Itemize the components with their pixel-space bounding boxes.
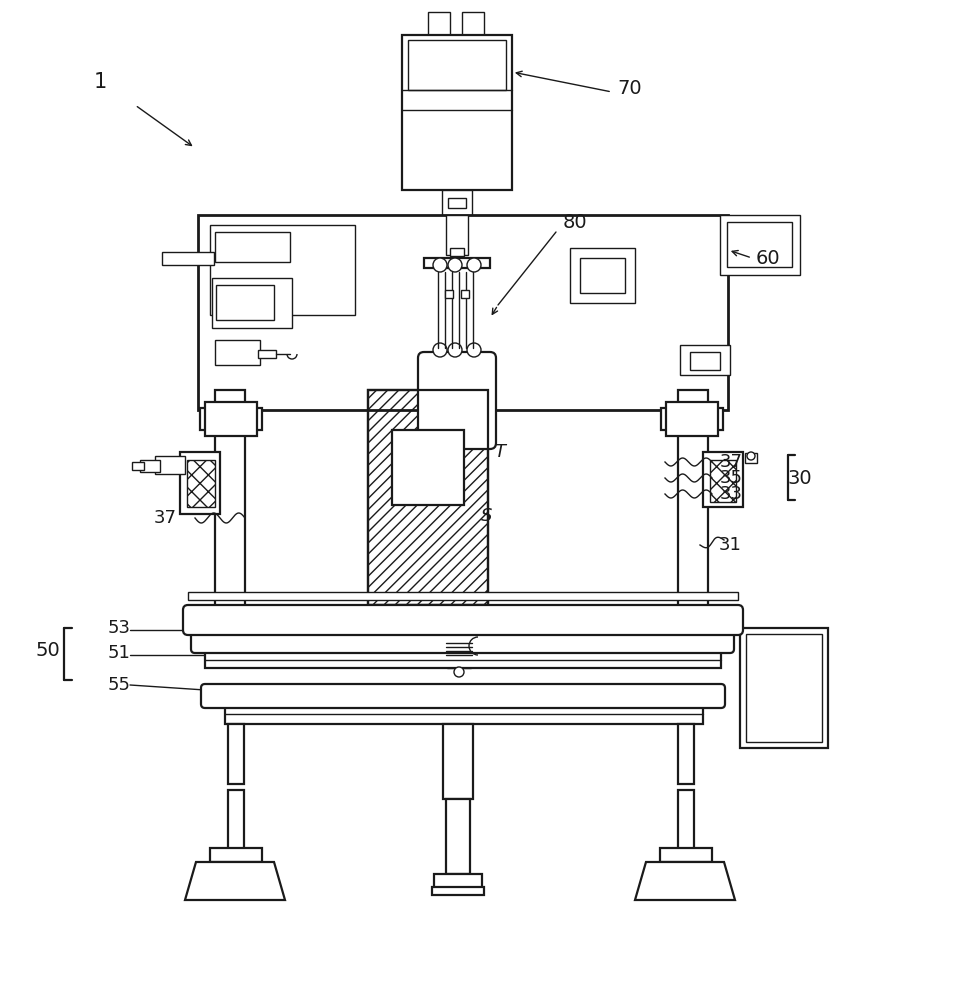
Bar	[448, 198, 466, 208]
Bar	[225, 706, 703, 724]
Bar	[703, 452, 743, 507]
Bar	[140, 460, 160, 472]
Bar	[210, 225, 355, 315]
Bar	[680, 345, 730, 375]
Bar	[132, 462, 144, 470]
Bar	[368, 390, 488, 605]
Bar	[570, 248, 635, 303]
Bar	[661, 408, 723, 430]
Bar	[450, 248, 464, 256]
Bar	[441, 638, 477, 658]
Bar	[392, 430, 464, 505]
Circle shape	[454, 667, 464, 677]
Text: 70: 70	[618, 79, 642, 98]
Text: 37: 37	[720, 453, 743, 471]
Bar	[720, 215, 800, 275]
Bar	[215, 340, 260, 365]
Bar	[447, 658, 471, 668]
Bar	[228, 724, 244, 784]
Text: 30: 30	[787, 468, 812, 488]
Bar	[408, 40, 506, 90]
Bar	[428, 12, 450, 42]
Circle shape	[747, 452, 755, 460]
Bar	[432, 887, 484, 895]
Bar	[402, 35, 512, 190]
Bar	[215, 232, 290, 262]
Bar	[666, 402, 718, 436]
Bar	[442, 190, 472, 215]
Bar	[660, 848, 712, 862]
Bar	[434, 380, 480, 390]
Text: 51: 51	[108, 644, 131, 662]
Bar	[258, 350, 276, 358]
Bar	[188, 592, 738, 600]
Bar	[445, 290, 453, 298]
Text: 50: 50	[35, 641, 60, 660]
Text: 55: 55	[108, 676, 131, 694]
Bar	[228, 790, 244, 850]
Polygon shape	[635, 862, 735, 900]
FancyBboxPatch shape	[183, 605, 743, 635]
Text: T: T	[494, 443, 506, 461]
Bar	[215, 390, 245, 630]
Bar	[580, 258, 625, 293]
Bar	[424, 258, 490, 268]
Circle shape	[448, 258, 462, 272]
Bar	[187, 460, 215, 507]
Bar	[678, 790, 694, 850]
Polygon shape	[185, 862, 285, 900]
Bar	[727, 222, 792, 267]
Bar	[205, 650, 721, 668]
Bar	[180, 452, 220, 514]
Bar	[461, 290, 469, 298]
Bar	[678, 724, 694, 784]
Text: 60: 60	[756, 248, 781, 267]
Bar	[155, 456, 185, 474]
Bar	[746, 634, 822, 742]
Bar	[678, 390, 708, 630]
Bar	[745, 453, 757, 463]
Bar	[462, 12, 484, 42]
Bar	[446, 799, 470, 874]
FancyBboxPatch shape	[191, 631, 734, 653]
Circle shape	[433, 343, 447, 357]
Bar	[446, 215, 468, 255]
Bar	[210, 848, 262, 862]
Bar	[710, 460, 736, 502]
Circle shape	[467, 258, 481, 272]
Bar	[162, 252, 214, 265]
Bar	[200, 408, 262, 430]
Text: 80: 80	[562, 213, 587, 232]
Bar	[740, 628, 828, 748]
Text: 53: 53	[108, 619, 131, 637]
FancyBboxPatch shape	[201, 684, 725, 708]
Bar	[368, 390, 488, 605]
Bar	[216, 285, 274, 320]
Circle shape	[448, 343, 462, 357]
Bar	[443, 724, 473, 799]
Text: 35: 35	[720, 469, 743, 487]
Bar	[434, 874, 482, 888]
Text: 1: 1	[93, 72, 106, 92]
Circle shape	[433, 258, 447, 272]
Text: 33: 33	[720, 485, 743, 503]
FancyBboxPatch shape	[418, 352, 496, 449]
Bar	[212, 278, 292, 328]
Bar	[198, 215, 728, 410]
Bar	[690, 352, 720, 370]
Bar	[442, 366, 472, 381]
Text: 31: 31	[718, 536, 741, 554]
Text: S: S	[481, 507, 492, 525]
Circle shape	[467, 343, 481, 357]
Bar	[205, 402, 257, 436]
Bar	[424, 356, 490, 366]
Text: 37: 37	[153, 509, 176, 527]
